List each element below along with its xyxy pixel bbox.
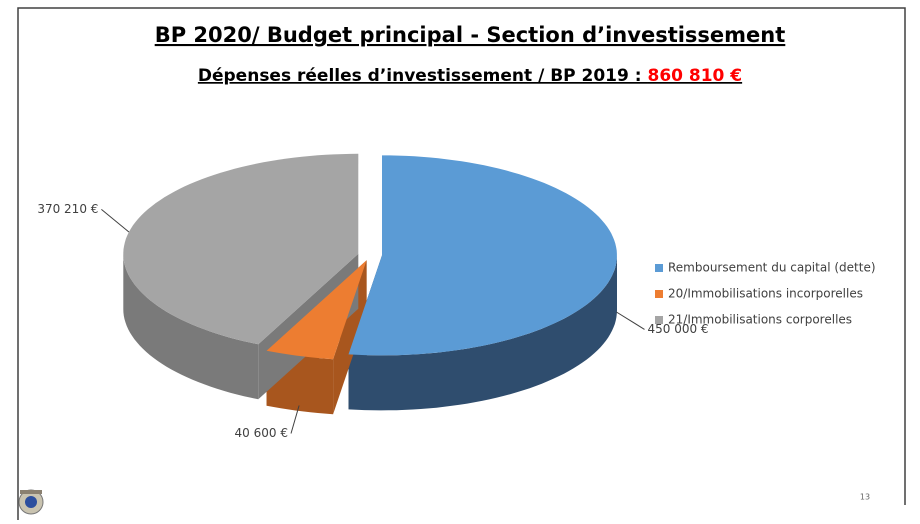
slice [123,153,359,345]
data-label: 450 000 € [647,322,708,336]
legend-label: 20/Immobilisations incorporelles [668,287,863,301]
legend-label: 21/Immobilisations corporelles [668,313,852,327]
data-label: 40 600 € [235,426,288,440]
slice-side [348,255,617,411]
slice [266,260,367,360]
logo [18,489,44,515]
legend-swatch [655,290,663,298]
page-number: 13 [860,493,870,502]
pie-tops [123,153,617,360]
chart-subtitle: Dépenses réelles d’investissement / BP 2… [198,66,742,86]
legend-swatch [655,264,663,272]
leader-line [616,311,645,330]
data-label: 370 210 € [37,202,98,216]
leader-line [290,405,300,434]
slice [348,155,617,356]
subtitle-text: Dépenses réelles d’investissement / BP 2… [198,66,648,86]
slide-frame [17,7,906,520]
legend-swatch [655,316,663,324]
total: 860 810 € [647,66,742,86]
chart-title: BP 2020/ Budget principal - Section d’in… [155,23,786,47]
leader-line [101,209,130,233]
legend-label: Remboursement du capital (dette) [668,261,876,275]
slice-side [123,253,259,400]
